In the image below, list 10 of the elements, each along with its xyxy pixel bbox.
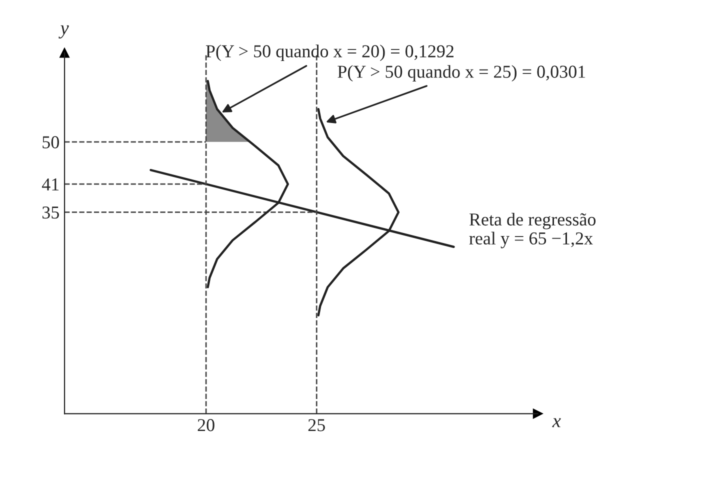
x-tick-label: 25 bbox=[308, 419, 325, 432]
y-tick-label: 41 bbox=[42, 178, 59, 190]
y-tick-label: 35 bbox=[42, 206, 59, 219]
y-axis-title: y bbox=[58, 25, 69, 38]
x-axis-title: x bbox=[552, 418, 561, 428]
annotation: P(Y > 50 quando x = 20) = 0,1292 bbox=[206, 44, 454, 62]
x-tick-label: 20 bbox=[198, 419, 214, 432]
annotation: P(Y > 50 quando x = 25) = 0,0301 bbox=[338, 65, 586, 82]
y-tick-label: 50 bbox=[42, 136, 59, 148]
annotation: Reta de regressão real y = 65 −1,2x bbox=[469, 212, 596, 248]
